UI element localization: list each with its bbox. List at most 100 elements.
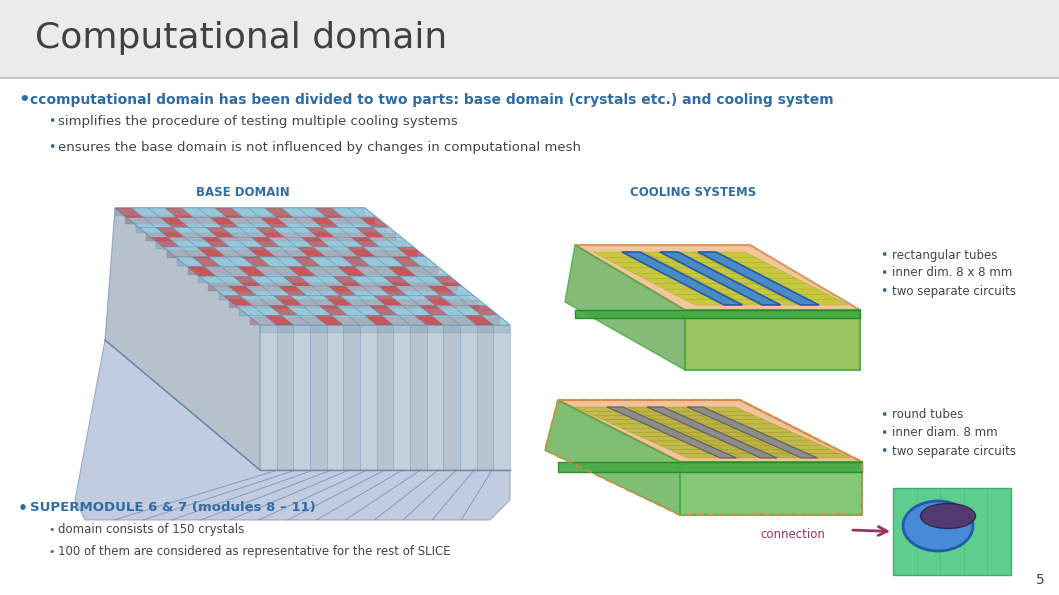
Polygon shape — [261, 325, 276, 470]
Polygon shape — [251, 237, 280, 247]
Polygon shape — [370, 305, 398, 315]
Polygon shape — [353, 305, 381, 315]
Polygon shape — [664, 262, 725, 268]
Polygon shape — [287, 267, 317, 276]
Polygon shape — [328, 286, 357, 296]
Polygon shape — [344, 218, 373, 227]
Polygon shape — [187, 267, 216, 276]
Polygon shape — [405, 267, 433, 276]
Polygon shape — [739, 433, 802, 437]
Text: COOLING SYSTEMS: COOLING SYSTEMS — [630, 186, 756, 199]
Polygon shape — [391, 296, 419, 305]
Polygon shape — [398, 315, 427, 325]
Polygon shape — [301, 237, 330, 247]
Polygon shape — [339, 227, 367, 237]
Polygon shape — [460, 325, 477, 470]
Polygon shape — [159, 243, 420, 252]
Polygon shape — [685, 310, 860, 370]
Polygon shape — [148, 208, 177, 218]
Polygon shape — [151, 237, 180, 247]
Polygon shape — [236, 305, 265, 315]
Text: •: • — [880, 444, 887, 458]
Polygon shape — [209, 257, 237, 267]
Polygon shape — [644, 278, 705, 284]
Polygon shape — [205, 227, 235, 237]
Polygon shape — [373, 227, 401, 237]
Polygon shape — [256, 227, 285, 237]
Polygon shape — [261, 218, 289, 227]
Polygon shape — [125, 217, 375, 224]
Polygon shape — [749, 437, 811, 441]
Polygon shape — [638, 411, 701, 415]
Polygon shape — [115, 208, 510, 325]
Polygon shape — [452, 305, 481, 315]
Polygon shape — [201, 237, 230, 247]
Polygon shape — [293, 218, 323, 227]
Polygon shape — [695, 437, 758, 441]
Polygon shape — [650, 441, 714, 445]
Polygon shape — [720, 424, 783, 428]
Polygon shape — [282, 315, 310, 325]
Polygon shape — [168, 237, 197, 247]
Text: domain consists of 150 crystals: domain consists of 150 crystals — [58, 524, 245, 537]
Polygon shape — [204, 267, 233, 276]
Text: •: • — [880, 267, 887, 280]
Polygon shape — [436, 305, 465, 315]
Polygon shape — [715, 289, 776, 295]
Polygon shape — [704, 441, 768, 445]
Polygon shape — [198, 275, 448, 283]
Polygon shape — [711, 419, 773, 424]
Polygon shape — [705, 284, 767, 289]
Polygon shape — [243, 257, 271, 267]
Polygon shape — [378, 286, 407, 296]
Polygon shape — [758, 441, 821, 445]
Polygon shape — [331, 315, 360, 325]
Polygon shape — [271, 267, 300, 276]
Polygon shape — [300, 276, 328, 286]
Polygon shape — [349, 276, 378, 286]
Text: 5: 5 — [1036, 573, 1044, 587]
Polygon shape — [431, 315, 460, 325]
Polygon shape — [414, 315, 444, 325]
Polygon shape — [229, 300, 479, 308]
Polygon shape — [631, 433, 695, 437]
Polygon shape — [776, 295, 838, 300]
Text: SUPERMODULE 6 & 7 (modules 8 – 11): SUPERMODULE 6 & 7 (modules 8 – 11) — [30, 502, 316, 515]
Polygon shape — [237, 267, 266, 276]
Polygon shape — [190, 227, 218, 237]
Polygon shape — [622, 428, 685, 433]
Polygon shape — [313, 247, 342, 257]
Polygon shape — [383, 276, 412, 286]
Polygon shape — [115, 208, 144, 218]
Polygon shape — [777, 449, 841, 454]
Polygon shape — [160, 218, 190, 227]
Polygon shape — [315, 208, 344, 218]
Text: round tubes: round tubes — [892, 409, 964, 421]
Polygon shape — [338, 267, 366, 276]
Polygon shape — [395, 286, 424, 296]
Polygon shape — [323, 227, 352, 237]
Polygon shape — [613, 262, 675, 268]
Polygon shape — [319, 305, 348, 315]
Text: •: • — [48, 140, 55, 154]
Polygon shape — [669, 449, 733, 454]
Polygon shape — [575, 407, 638, 411]
Polygon shape — [311, 286, 340, 296]
Polygon shape — [331, 208, 360, 218]
Polygon shape — [419, 305, 448, 315]
Polygon shape — [477, 325, 493, 470]
Polygon shape — [715, 262, 776, 268]
Polygon shape — [231, 302, 492, 311]
Polygon shape — [127, 218, 156, 227]
Polygon shape — [240, 296, 269, 305]
Polygon shape — [277, 218, 306, 227]
Polygon shape — [613, 424, 676, 428]
Polygon shape — [264, 247, 292, 257]
Polygon shape — [660, 445, 723, 449]
Polygon shape — [248, 208, 277, 218]
Polygon shape — [269, 305, 298, 315]
Polygon shape — [493, 325, 510, 470]
Polygon shape — [393, 325, 410, 470]
Polygon shape — [357, 296, 385, 305]
Polygon shape — [275, 257, 304, 267]
